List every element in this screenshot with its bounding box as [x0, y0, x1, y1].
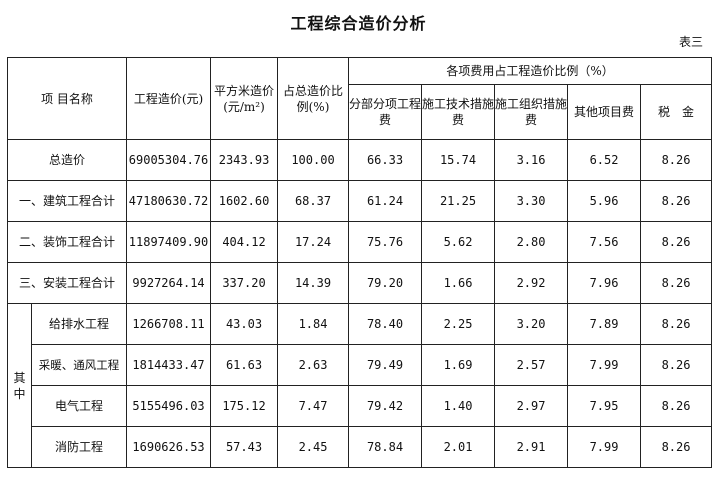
row-pct: 8.26: [640, 344, 713, 386]
page-title: 工程综合造价分析: [290, 14, 427, 33]
row-name: 总造价: [6, 139, 128, 181]
row-ratio: 2.63: [277, 344, 350, 386]
row-pct: 7.95: [567, 385, 642, 427]
row-pct: 21.25: [421, 180, 496, 222]
table-row: 其中 给排水工程 1266708.11 43.03 1.84 78.40 2.2…: [7, 303, 713, 468]
row-cost: 11897409.90: [126, 221, 212, 263]
row-name: 电气工程: [30, 385, 128, 427]
row-cost: 1266708.11: [126, 303, 212, 345]
row-pct: 8.26: [640, 385, 713, 427]
header-row-1: 项 目名称 工程造价(元) 平方米造价(元/m²) 占总造价比例(%) 各项费用…: [6, 57, 713, 140]
row-pct: 3.20: [494, 303, 569, 345]
row-ratio: 1.84: [277, 303, 350, 345]
row-unit: 2343.93: [210, 139, 279, 181]
row-cost: 1814433.47: [126, 344, 212, 386]
header-unit-cost: 平方米造价(元/m²): [210, 57, 279, 140]
header-sub: 施工组织措施费: [494, 84, 569, 140]
row-pct: 7.96: [567, 262, 642, 304]
header-sub: 其他项目费: [567, 84, 642, 140]
row-unit: 404.12: [210, 221, 279, 263]
row-name: 消防工程: [30, 426, 128, 468]
row-name: 采暖、通风工程: [30, 344, 128, 386]
header-ratio: 占总造价比例(%): [277, 57, 350, 140]
row-pct: 2.92: [494, 262, 569, 304]
row-pct: 8.26: [640, 180, 713, 222]
row-name: 二、装饰工程合计: [6, 221, 128, 263]
row-cost: 47180630.72: [126, 180, 212, 222]
row-pct: 66.33: [348, 139, 423, 181]
header-sub: 施工技术措施费: [421, 84, 496, 140]
row-pct: 2.80: [494, 221, 569, 263]
row-pct: 8.26: [640, 426, 713, 468]
row-name: 给排水工程: [30, 303, 128, 345]
header-cost: 工程造价(元): [126, 57, 212, 140]
header-group: 各项费用占工程造价比例（%）: [348, 57, 713, 85]
row-pct: 8.26: [640, 303, 713, 345]
table-row: 一、建筑工程合计 47180630.72 1602.60 68.37 61.24…: [6, 180, 713, 222]
header-sub: 税 金: [640, 84, 713, 140]
row-pct: 78.40: [348, 303, 423, 345]
row-cost: 9927264.14: [126, 262, 212, 304]
row-pct: 8.26: [640, 139, 713, 181]
row-pct: 1.40: [421, 385, 496, 427]
row-unit: 61.63: [210, 344, 279, 386]
row-pct: 7.99: [567, 426, 642, 468]
table-row: 采暖、通风工程 1814433.47 61.63 2.63 79.49 1.69…: [8, 344, 713, 386]
row-pct: 5.96: [567, 180, 642, 222]
header-row-2: 分部分项工程费 施工技术措施费 施工组织措施费 其他项目费 税 金: [8, 84, 713, 140]
row-pct: 15.74: [421, 139, 496, 181]
row-unit: 175.12: [210, 385, 279, 427]
row-pct: 1.69: [421, 344, 496, 386]
row-pct: 8.26: [640, 221, 713, 263]
row-cost: 5155496.03: [126, 385, 212, 427]
row-unit: 57.43: [210, 426, 279, 468]
row-pct: 75.76: [348, 221, 423, 263]
row-pct: 8.26: [640, 262, 713, 304]
row-pct: 79.49: [348, 344, 423, 386]
table-number: 表三: [678, 35, 703, 49]
row-pct: 61.24: [348, 180, 423, 222]
row-pct: 78.84: [348, 426, 423, 468]
table-row: 二、装饰工程合计 11897409.90 404.12 17.24 75.76 …: [6, 221, 713, 263]
row-ratio: 14.39: [277, 262, 350, 304]
row-pct: 7.56: [567, 221, 642, 263]
row-cost: 1690626.53: [126, 426, 212, 468]
row-name: 三、安装工程合计: [6, 262, 128, 304]
side-label-text: 其中: [13, 370, 26, 401]
table-row: 总造价 69005304.76 2343.93 100.00 66.33 15.…: [6, 139, 713, 181]
row-pct: 1.66: [421, 262, 496, 304]
row-pct: 7.89: [567, 303, 642, 345]
table-row: 三、安装工程合计 9927264.14 337.20 14.39 79.20 1…: [6, 262, 713, 304]
row-ratio: 68.37: [277, 180, 350, 222]
row-unit: 337.20: [210, 262, 279, 304]
row-name: 一、建筑工程合计: [6, 180, 128, 222]
row-ratio: 17.24: [277, 221, 350, 263]
side-label: 其中: [7, 303, 32, 468]
row-ratio: 7.47: [277, 385, 350, 427]
table-row: 电气工程 5155496.03 175.12 7.47 79.42 1.40 2…: [8, 385, 713, 427]
cost-analysis-table: 项 目名称 工程造价(元) 平方米造价(元/m²) 占总造价比例(%) 各项费用…: [6, 57, 713, 468]
row-unit: 1602.60: [210, 180, 279, 222]
header-name: 项 目名称: [6, 57, 128, 140]
row-unit: 43.03: [210, 303, 279, 345]
row-pct: 6.52: [567, 139, 642, 181]
row-pct: 2.97: [494, 385, 569, 427]
row-pct: 2.57: [494, 344, 569, 386]
table-row: 消防工程 1690626.53 57.43 2.45 78.84 2.01 2.…: [8, 426, 713, 468]
row-pct: 79.42: [348, 385, 423, 427]
row-ratio: 2.45: [277, 426, 350, 468]
row-pct: 3.16: [494, 139, 569, 181]
row-pct: 3.30: [494, 180, 569, 222]
row-pct: 7.99: [567, 344, 642, 386]
row-pct: 79.20: [348, 262, 423, 304]
row-pct: 5.62: [421, 221, 496, 263]
row-pct: 2.25: [421, 303, 496, 345]
header-sub: 分部分项工程费: [348, 84, 423, 140]
row-pct: 2.91: [494, 426, 569, 468]
row-cost: 69005304.76: [126, 139, 212, 181]
row-pct: 2.01: [421, 426, 496, 468]
row-ratio: 100.00: [277, 139, 350, 181]
